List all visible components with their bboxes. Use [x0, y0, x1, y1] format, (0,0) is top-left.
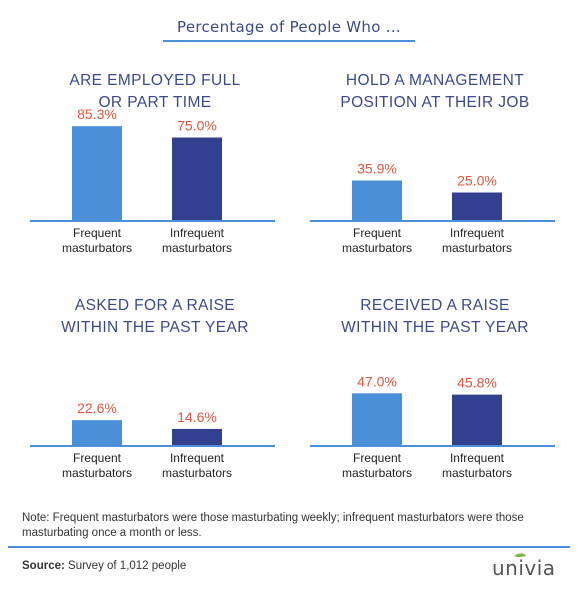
- bar-chart-svg: 22.6% Frequent masturbators 14.6% Infrequent…: [30, 400, 275, 480]
- chart-title: ARE EMPLOYED FULL OR PART TIME: [69, 72, 241, 111]
- bar-chart-svg: 47.0% Frequent masturbators 45.8% Infrequent…: [310, 373, 555, 480]
- data-label: 45.8%: [457, 375, 497, 391]
- source-label: Source:: [22, 560, 65, 572]
- bar: [172, 137, 222, 220]
- data-label: 25.0%: [457, 173, 497, 189]
- chart-title: ASKED FOR A RAISE WITHIN THE PAST YEAR: [61, 297, 249, 336]
- bar: [72, 420, 122, 445]
- data-label: 85.3%: [77, 106, 117, 122]
- divider: [8, 546, 570, 548]
- category-label: Frequent masturbators: [62, 451, 132, 480]
- footnote: Note: Frequent masturbators were those m…: [22, 512, 524, 539]
- bar-chart-svg: 85.3% Frequent masturbators 75.0% Infrequent…: [30, 106, 275, 255]
- category-label: Frequent masturbators: [62, 226, 132, 255]
- logo-text: univia: [492, 556, 556, 580]
- chart-panel-employed: ARE EMPLOYED FULL OR PART TIME 85.3% Freq…: [20, 70, 290, 280]
- category-label: Infrequent masturbators: [162, 226, 232, 255]
- infographic-title: Percentage of People Who ...: [163, 18, 415, 42]
- data-label: 14.6%: [177, 409, 217, 425]
- bar: [172, 428, 222, 445]
- category-label: Frequent masturbators: [342, 226, 412, 255]
- data-label: 22.6%: [77, 400, 117, 416]
- bar: [352, 393, 402, 445]
- category-label: Infrequent masturbators: [442, 226, 512, 255]
- source-line: Source: Survey of 1,012 people: [22, 560, 186, 572]
- chart-title: RECEIVED A RAISE WITHIN THE PAST YEAR: [341, 297, 529, 336]
- bar: [72, 126, 122, 220]
- data-label: 47.0%: [357, 373, 397, 389]
- bar: [452, 192, 502, 220]
- category-label: Frequent masturbators: [342, 451, 412, 480]
- chart-panel-asked-raise: ASKED FOR A RAISE WITHIN THE PAST YEAR 2…: [20, 295, 290, 505]
- univia-logo: univia: [492, 550, 572, 580]
- source-text: Survey of 1,012 people: [68, 560, 187, 572]
- category-label: Infrequent masturbators: [442, 451, 512, 480]
- chart-panel-management: HOLD A MANAGEMENT POSITION AT THEIR JOB …: [300, 70, 570, 280]
- data-label: 35.9%: [357, 161, 397, 177]
- bar: [452, 394, 502, 445]
- chart-panel-received-raise: RECEIVED A RAISE WITHIN THE PAST YEAR 47…: [300, 295, 570, 505]
- data-label: 75.0%: [177, 118, 217, 134]
- infographic-header: Percentage of People Who ...: [0, 18, 578, 42]
- bar-chart-svg: 35.9% Frequent masturbators 25.0% Infrequent…: [310, 161, 555, 255]
- chart-title: HOLD A MANAGEMENT POSITION AT THEIR JOB: [340, 72, 530, 111]
- bar: [352, 180, 402, 220]
- category-label: Infrequent masturbators: [162, 451, 232, 480]
- leaf-icon: [514, 553, 526, 558]
